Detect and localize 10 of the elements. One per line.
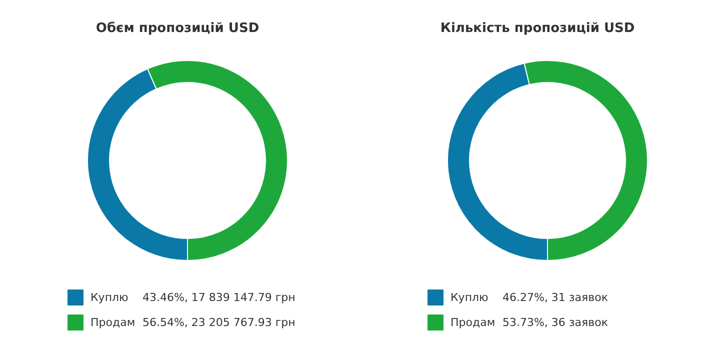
chart-title: Кількість пропозицій USD [440,21,635,36]
legend-label: Продам [450,316,496,329]
data-label: 46.27%, 31 заявок [502,291,608,304]
chart-title: Обєм пропозицій USD [96,21,260,36]
legend-label: Продам [90,316,136,329]
legend-label: Куплю [90,291,128,304]
legend-label: Куплю [450,291,488,304]
data-label: 56.54%, 23 205 767.93 грн [142,316,296,329]
data-label: 43.46%, 17 839 147.79 грн [142,291,296,304]
data-label: 53.73%, 36 заявок [502,316,608,329]
